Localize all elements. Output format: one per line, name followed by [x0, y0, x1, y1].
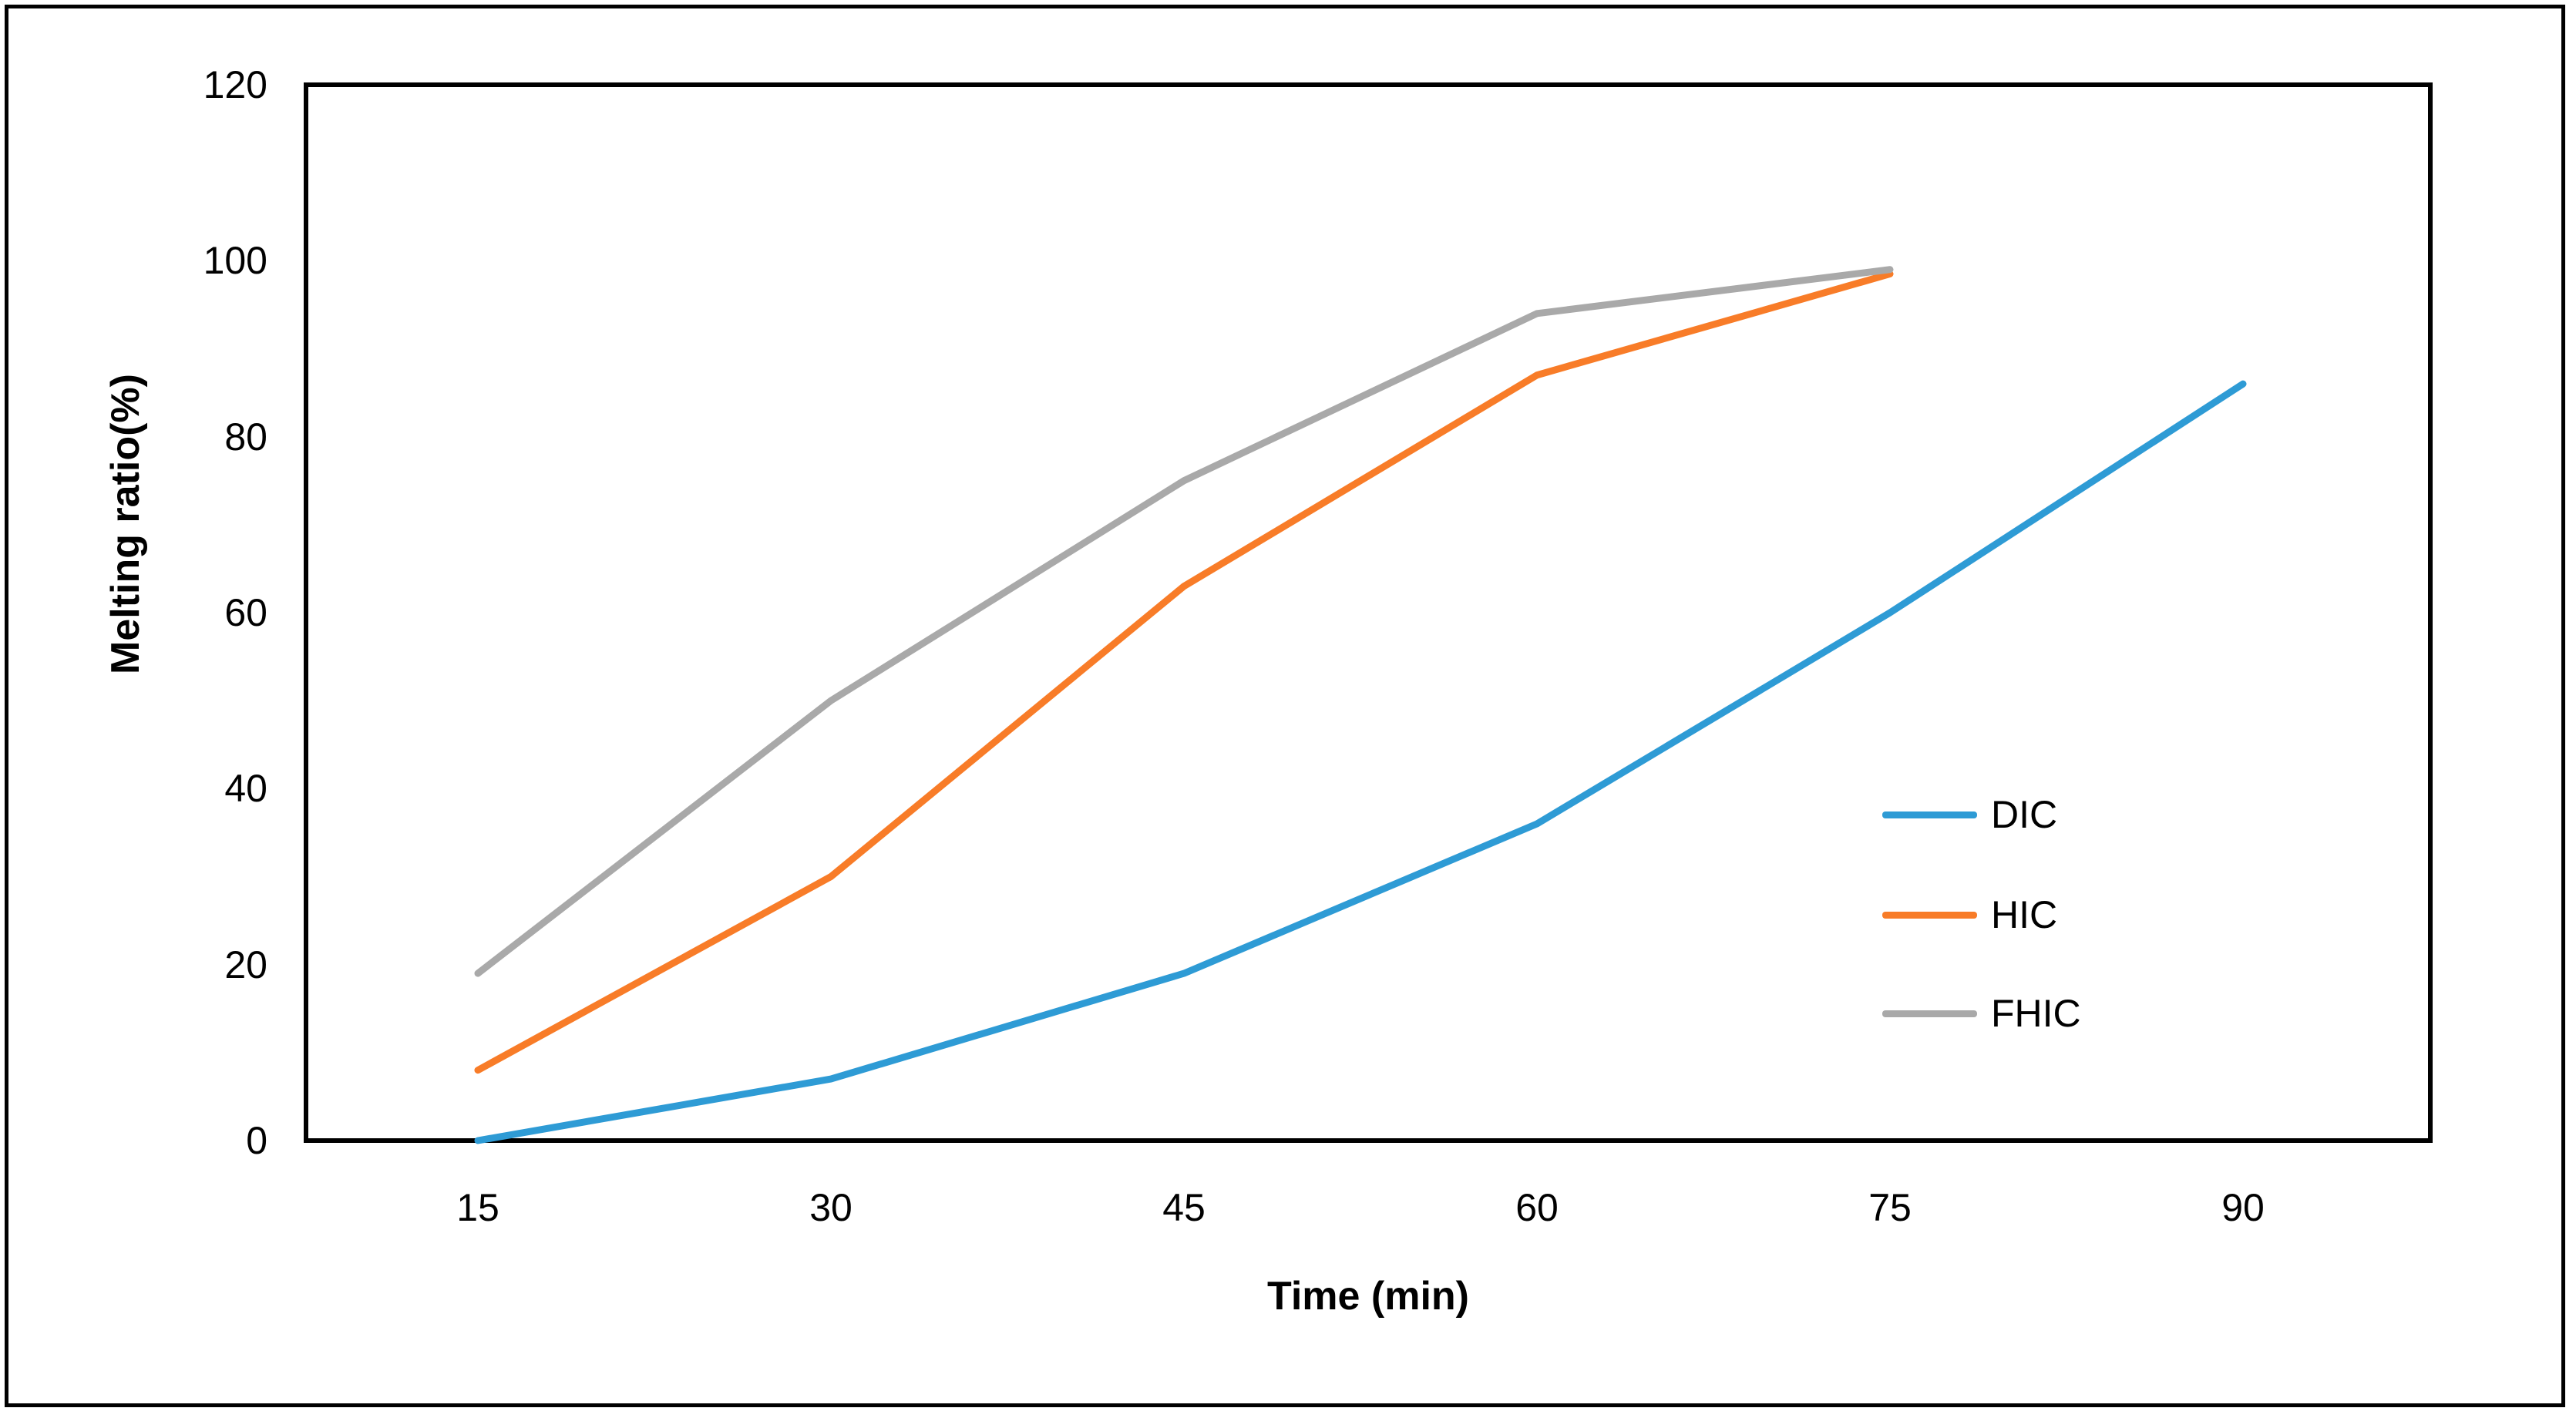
legend-line-icon	[1882, 911, 1977, 919]
y-tick-label-100: 100	[203, 239, 267, 283]
y-tick-label-40: 40	[224, 767, 267, 811]
y-tick-label-120: 120	[203, 63, 267, 106]
x-tick-label-60: 60	[1515, 1186, 1559, 1229]
legend-item-dic: DIC	[1882, 790, 2057, 839]
series-line-hic	[474, 270, 1894, 1074]
legend-item-fhic: FHIC	[1882, 989, 2081, 1038]
x-tick-label-15: 15	[456, 1186, 499, 1229]
x-tick-label-75: 75	[1868, 1186, 1912, 1229]
legend-item-hic: HIC	[1882, 890, 2057, 939]
y-tick-label-80: 80	[224, 415, 267, 459]
plot-frame	[304, 82, 2433, 1143]
y-tick-label-0: 0	[246, 1119, 267, 1162]
x-tick-label-30: 30	[809, 1186, 853, 1229]
legend-label: FHIC	[1991, 992, 2081, 1035]
x-tick-label-45: 45	[1162, 1186, 1206, 1229]
y-tick-label-20: 20	[224, 943, 267, 986]
legend-line-icon	[1882, 1010, 1977, 1017]
figure-border	[5, 5, 2565, 1407]
series-line-dic	[474, 380, 2247, 1144]
legend-label: HIC	[1991, 893, 2058, 936]
x-axis-title: Time (min)	[1267, 1274, 1469, 1319]
legend-line-icon	[1882, 811, 1977, 818]
x-tick-label-90: 90	[2221, 1186, 2265, 1229]
y-tick-label-60: 60	[224, 591, 267, 634]
legend-label: DIC	[1991, 793, 2058, 836]
series-line-fhic	[474, 266, 1894, 977]
